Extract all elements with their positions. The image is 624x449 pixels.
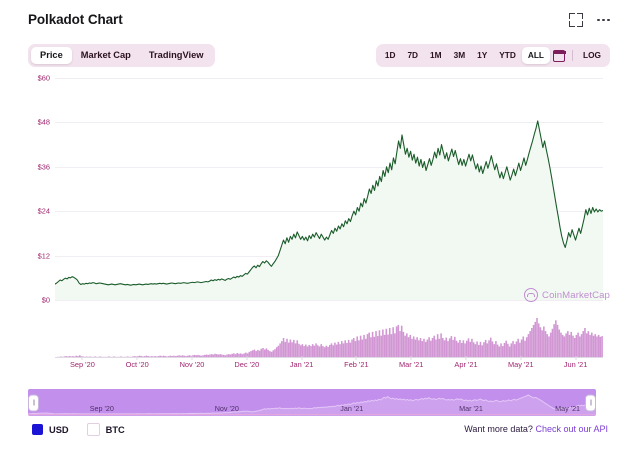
volume-bars: [55, 318, 603, 358]
navigator-baseline: [28, 413, 596, 415]
volume-axis-line: [55, 357, 603, 358]
legend-swatch-btc: [86, 423, 100, 436]
x-axis-tick-label: Nov '20: [179, 360, 205, 369]
range-3m[interactable]: 3M: [453, 50, 466, 60]
x-axis-tick-label: Dec '20: [234, 360, 260, 369]
y-axis-tick-label: $0: [41, 295, 50, 305]
x-axis-tick-label: Jan '21: [289, 360, 314, 369]
x-axis-tick-label: Apr '21: [454, 360, 478, 369]
x-axis-tick: [520, 356, 522, 360]
header-actions: [569, 13, 610, 27]
log-scale-toggle[interactable]: LOG: [583, 50, 601, 60]
gridline: [55, 211, 603, 213]
gridline: [55, 122, 603, 124]
navigator-tick-label: Sep '20: [89, 404, 114, 413]
volume-chart: [55, 316, 603, 358]
x-axis-tick: [246, 356, 248, 360]
range-control-group: 1D 7D 1M 3M 1Y YTD ALL LOG: [375, 44, 610, 67]
price-line-series: [55, 78, 603, 300]
tab-price[interactable]: Price: [31, 47, 72, 64]
x-axis-tick-label: Feb '21: [344, 360, 369, 369]
page-title: Polkadot Chart: [28, 12, 123, 27]
x-axis-tick: [191, 356, 193, 360]
range-all[interactable]: ALL: [521, 47, 551, 64]
view-tab-group: Price Market Cap TradingView: [28, 44, 216, 67]
tab-tradingview[interactable]: TradingView: [148, 50, 204, 60]
x-axis-tick-label: Mar '21: [398, 360, 424, 369]
coinmarketcap-logo-icon: [524, 288, 539, 302]
navigator-tick-label: Jan '21: [340, 404, 364, 413]
x-axis-labels: Sep '20 Oct '20 Nov '20 Dec '20 Jan '21 Feb '…: [55, 356, 603, 376]
y-axis-tick-label: $24: [37, 206, 50, 216]
range-ytd[interactable]: YTD: [499, 50, 516, 60]
navigator-tick-label: Mar '21: [459, 404, 483, 413]
y-axis-tick-label: $12: [37, 251, 50, 261]
chart-legend: USD BTC: [32, 423, 125, 436]
navigator-handle-left[interactable]: [28, 394, 39, 411]
x-axis-tick-label: Jun '21: [563, 360, 588, 369]
more-options-icon[interactable]: [597, 15, 610, 26]
legend-label-btc: BTC: [105, 424, 125, 435]
x-axis-tick-label: Sep '20: [69, 360, 95, 369]
range-1y[interactable]: 1Y: [477, 50, 488, 60]
legend-label-usd: USD: [49, 424, 69, 435]
y-axis-tick-label: $48: [37, 117, 50, 127]
coinmarketcap-watermark: CoinMarketCap: [524, 288, 610, 302]
tab-market-cap[interactable]: Market Cap: [80, 50, 131, 60]
calendar-icon[interactable]: [550, 47, 568, 64]
range-7d[interactable]: 7D: [407, 50, 419, 60]
x-axis-tick: [136, 356, 138, 360]
x-axis-tick: [410, 356, 412, 360]
navigator-tick-label: May '21: [555, 404, 581, 413]
expand-icon[interactable]: [569, 13, 584, 27]
x-axis-tick: [355, 356, 357, 360]
toolbar-divider: [572, 50, 574, 61]
legend-swatch-usd: [32, 424, 43, 435]
gridline: [55, 166, 603, 168]
footer-api-prompt: Want more data? Check out our API: [464, 424, 608, 434]
y-axis-tick-label: $36: [37, 162, 50, 172]
x-axis-tick: [81, 356, 83, 360]
chart-navigator[interactable]: Sep '20 Nov '20 Jan '21 Mar '21 May '21: [28, 389, 596, 416]
range-1d[interactable]: 1D: [384, 50, 396, 60]
price-chart-plot[interactable]: $60 $48 $36 $24 $12 $0: [38, 74, 603, 305]
gridline: [55, 78, 603, 79]
gridline: [55, 300, 603, 301]
x-axis-tick-label: Oct '20: [125, 360, 149, 369]
y-axis-tick-label: $60: [37, 73, 50, 83]
footer-api-link[interactable]: Check out our API: [535, 424, 608, 434]
legend-item-btc[interactable]: BTC: [86, 423, 125, 436]
navigator-tick-label: Nov '20: [214, 404, 239, 413]
navigator-handle-right[interactable]: [585, 394, 596, 411]
x-axis-tick-label: May '21: [507, 360, 534, 369]
x-axis-tick: [575, 356, 577, 360]
footer-question: Want more data?: [464, 424, 533, 434]
range-1m[interactable]: 1M: [430, 50, 442, 60]
x-axis-tick: [301, 356, 303, 360]
legend-item-usd[interactable]: USD: [32, 424, 69, 435]
watermark-label: CoinMarketCap: [542, 289, 610, 301]
x-axis-tick: [465, 356, 467, 360]
